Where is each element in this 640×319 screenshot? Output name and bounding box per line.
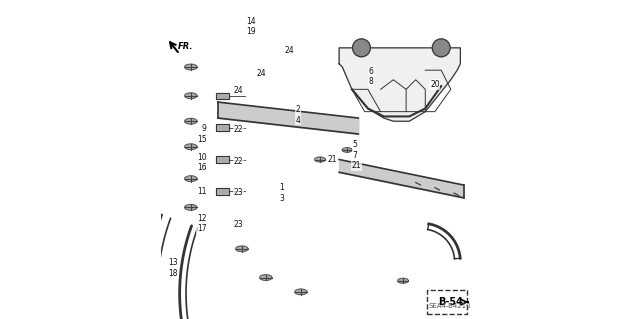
Text: 22: 22 [234,125,243,134]
Text: 24: 24 [234,86,243,95]
Polygon shape [216,93,229,99]
Text: 24: 24 [285,46,294,55]
Polygon shape [236,246,248,252]
Text: 21: 21 [328,155,337,164]
Text: 24: 24 [256,69,266,78]
Polygon shape [315,157,325,162]
Polygon shape [185,93,197,99]
Polygon shape [454,193,459,196]
Text: 12
17: 12 17 [197,214,207,233]
Text: 2
4: 2 4 [295,105,300,125]
Text: 1
3: 1 3 [279,183,284,203]
Polygon shape [216,188,229,195]
Text: SEA4-B4210: SEA4-B4210 [429,303,472,309]
Text: 10
16: 10 16 [197,153,207,172]
Circle shape [432,39,450,57]
Polygon shape [185,144,197,150]
Text: 20: 20 [430,80,440,89]
Polygon shape [185,176,197,182]
Polygon shape [185,204,197,210]
Polygon shape [216,156,229,163]
Polygon shape [342,148,352,152]
Text: 13
18: 13 18 [168,258,178,278]
Text: 5
7: 5 7 [353,140,358,160]
Text: B-54: B-54 [438,297,463,307]
Polygon shape [339,48,460,121]
Polygon shape [185,118,197,124]
Text: 14
19: 14 19 [246,17,256,36]
Polygon shape [260,275,272,280]
Polygon shape [416,182,420,185]
Polygon shape [185,64,197,70]
Polygon shape [216,124,229,131]
Polygon shape [435,188,440,190]
Circle shape [353,39,371,57]
Text: 6
8: 6 8 [369,67,374,86]
Text: 9
15: 9 15 [197,124,207,144]
Text: 21: 21 [352,161,362,170]
Polygon shape [295,289,307,295]
Text: 11: 11 [197,187,207,196]
Polygon shape [397,278,408,283]
Text: 23: 23 [234,220,243,229]
Text: 22: 22 [234,157,243,166]
FancyBboxPatch shape [427,290,467,314]
Text: 23: 23 [234,189,243,197]
Text: FR.: FR. [178,42,193,51]
